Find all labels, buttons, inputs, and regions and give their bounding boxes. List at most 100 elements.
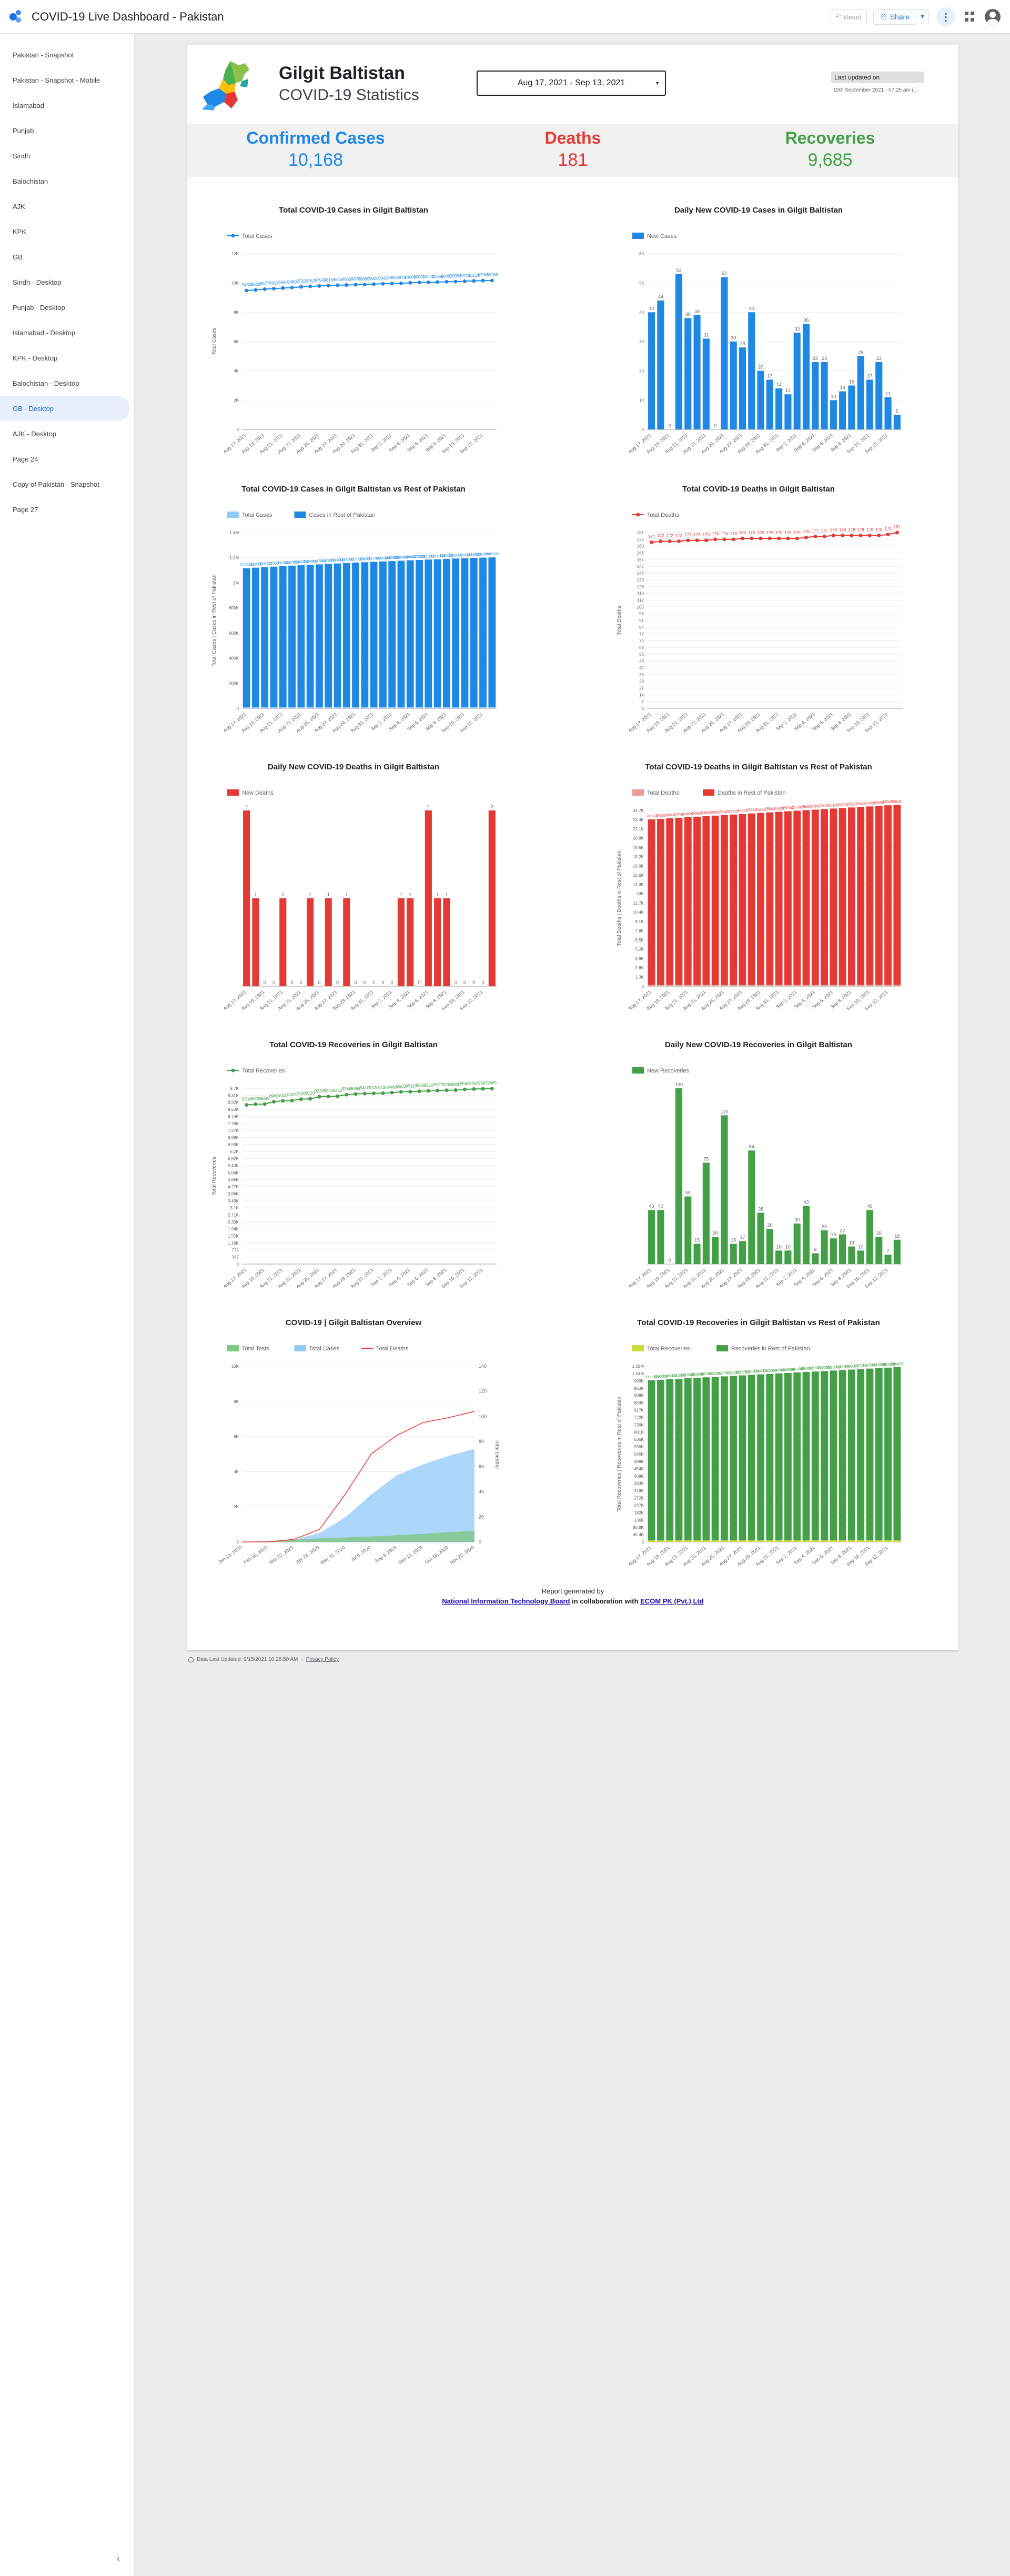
data-point [436,1088,440,1092]
sidebar-item[interactable]: Punjab [13,126,34,135]
y-tick-label: 0 [642,427,644,432]
share-button[interactable]: ⚇ Share [873,9,917,25]
bar [775,388,783,429]
google-apps-icon[interactable] [965,12,975,22]
chart-1[interactable]: Daily New COVID-19 Cases in Gilgit Balti… [611,203,906,456]
sidebar-item[interactable]: KPK [13,227,27,236]
sidebar-item[interactable]: GB - Desktop [0,396,130,421]
sidebar-item[interactable]: Page 24 [13,455,38,463]
sidebar-item[interactable]: Punjab - Desktop [13,303,65,312]
y-tick-label: 4.65K [228,1178,239,1182]
data-label: 174 [721,532,728,536]
bar-rest-of-pakistan [766,1374,774,1541]
data-label: 25 [858,350,863,355]
data-label: 25940 [810,805,821,808]
chart-7[interactable]: Daily New COVID-19 Recoveries in Gilgit … [611,1038,906,1290]
chart-4[interactable]: Daily New COVID-19 Deaths in Gilgit Balt… [206,760,501,1013]
sidebar-item[interactable]: Balochistan [13,177,48,185]
legend-swatch [227,1345,239,1351]
chart-2[interactable]: Total COVID-19 Cases in Gilgit Baltistan… [206,482,501,735]
data-label: 9920 [369,276,379,281]
y-tick-label: 953K [634,1386,644,1391]
bar [739,347,746,429]
data-label: 1175000 [421,555,436,558]
chart-6[interactable]: Total COVID-19 Recoveries in Gilgit Balt… [206,1038,501,1290]
sidebar-item[interactable]: Islamabad - Desktop [13,328,76,337]
report-title: Gilgit Baltistan [279,63,405,83]
data-label: 25860 [801,806,812,809]
bar-region [857,1540,865,1542]
data-label: 38 [758,1206,763,1211]
data-label: 0 [291,980,294,985]
sidebar-item[interactable]: Sindh - Desktop [13,278,62,286]
sidebar-item[interactable]: KPK - Desktop [13,354,58,362]
sidebar-item[interactable]: AJK - Desktop [13,429,57,438]
y-axis-title: Total Cases [211,328,217,355]
bar-rest-of-pakistan [866,806,874,985]
caret-down-icon: ▼ [655,81,660,86]
bar [434,898,441,986]
bar [693,315,701,429]
bar-rest-of-pakistan [433,559,441,707]
sidebar-item[interactable]: Sindh [13,152,31,160]
share-dropdown-button[interactable]: ▼ [916,9,929,24]
data-label: 20 [758,365,763,370]
data-point [463,1087,467,1091]
chart-0[interactable]: Total COVID-19 Cases in Gilgit Baltistan… [206,203,501,456]
y-tick-label: 2.71K [228,1212,239,1217]
data-label: 14 [776,382,782,387]
data-label: 40 [867,1204,872,1209]
sidebar-item[interactable]: Copy of Pakistan - Snapshot [13,480,99,488]
bar-rest-of-pakistan [875,806,883,985]
sidebar-item[interactable]: Islamabad [13,101,44,109]
line-total-deaths [242,1411,475,1542]
data-label: 1 [309,892,311,897]
data-label: 9245 [324,1089,333,1094]
data-label: 1180000 [440,554,454,558]
data-label: 9511 [406,1084,415,1089]
sidebar-item[interactable]: Pakistan - Snapshot [13,51,74,59]
sidebar-item[interactable]: GB [13,253,23,261]
more-options-icon[interactable]: ⋮ [936,7,955,26]
y-axis-title: Total Deaths [617,606,622,635]
data-label: 24900 [692,812,702,816]
bar-region [243,707,250,708]
account-avatar[interactable] [985,9,1001,25]
sidebar-item[interactable]: Pakistan - Snapshot - Mobile [13,76,100,84]
bar-region [821,1540,828,1542]
chevron-left-icon[interactable]: ‹ [117,2553,120,2564]
data-label: 1072000 [854,1365,868,1368]
chart-8[interactable]: COVID-19 | Gilgit Baltistan Overview Tota… [206,1316,501,1568]
sidebar-item[interactable]: Page 27 [13,505,38,514]
data-label: 10118 [459,273,471,278]
sidebar-item[interactable]: AJK [13,202,25,211]
date-range-picker[interactable]: Aug 17, 2021 - Sep 13, 2021 ▼ [477,71,666,96]
chart-5[interactable]: Total COVID-19 Deaths in Gilgit Baltista… [611,760,906,1013]
chart-3[interactable]: Total COVID-19 Deaths in Gilgit Baltista… [611,482,906,735]
y-tick-label: 1.4M [229,530,239,535]
y-tick-label: 112 [637,598,644,603]
nitb-link[interactable]: National Information Technology Board [442,1597,570,1605]
data-label: 26340 [855,802,866,806]
data-label: 9010 [278,1093,288,1098]
y-tick-label: 30 [639,339,644,344]
privacy-policy-link[interactable]: Privacy Policy [306,1657,339,1662]
y-tick-label: 154 [637,557,644,562]
reset-button[interactable]: ↶ Reset [830,9,867,24]
bar-rest-of-pakistan [397,560,405,707]
chart-title: Daily New COVID-19 Cases in Gilgit Balti… [674,206,843,215]
bar [648,1210,655,1264]
bar [252,898,259,986]
chart-9[interactable]: Total COVID-19 Recoveries in Gilgit Balt… [611,1316,906,1568]
sidebar-item[interactable]: Balochistan - Desktop [13,379,79,387]
data-label: 1190000 [476,553,490,557]
bar-rest-of-pakistan [866,1368,874,1541]
data-point [426,1089,430,1093]
ecom-link[interactable]: ECOM PK (Pvt.) Ltd [640,1597,704,1605]
legend-label: Total Cases [242,233,272,239]
data-label: 8780 [242,1097,251,1102]
bar-rest-of-pakistan [766,812,774,985]
y-tick-label: 5.82K [228,1157,239,1161]
footer-collab-text: in collaboration with [570,1597,641,1605]
data-label: 1069000 [844,1365,858,1369]
